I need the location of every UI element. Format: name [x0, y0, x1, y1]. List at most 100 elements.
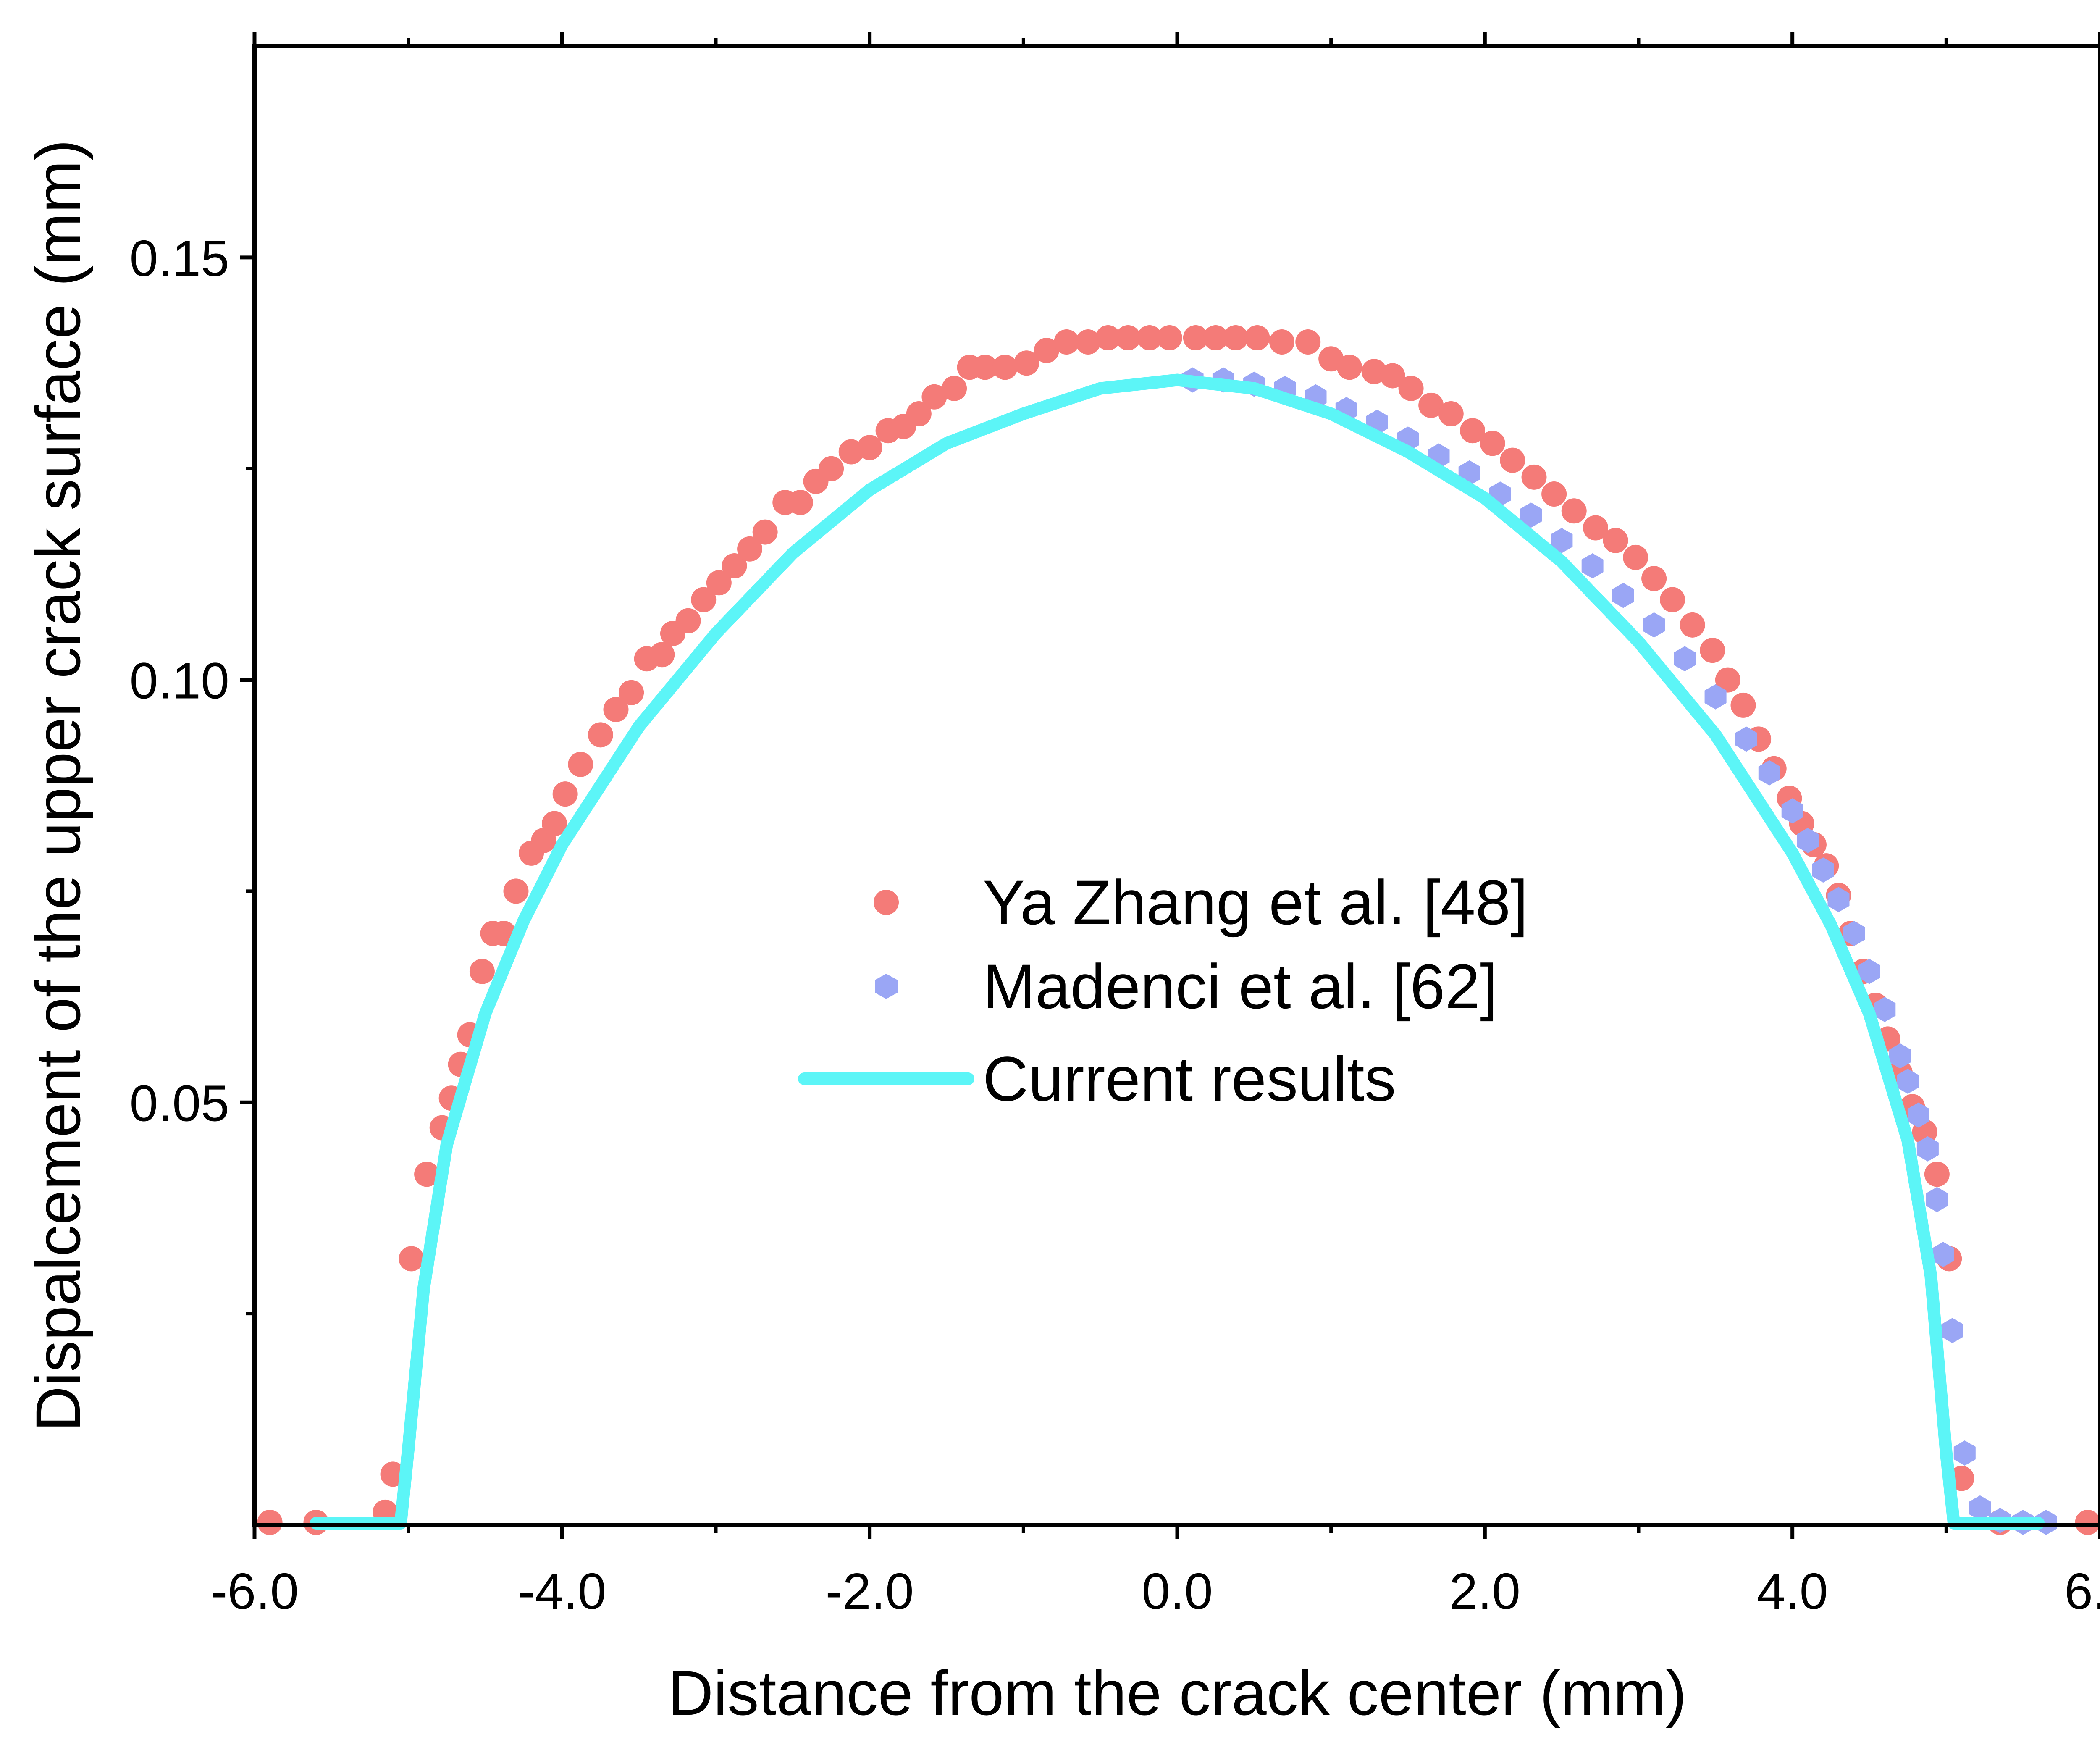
data-point-ya-zhang [1700, 638, 1725, 663]
data-point-madenci [1781, 798, 1803, 824]
data-point-madenci [1889, 1043, 1911, 1069]
y-axis-title: Dispalcement of the upper crack surface … [23, 139, 93, 1432]
data-point-ya-zhang [1244, 325, 1270, 350]
data-point-madenci [1932, 1242, 1954, 1267]
data-point-ya-zhang [1034, 338, 1059, 363]
data-point-madenci [1897, 1069, 1919, 1094]
data-point-ya-zhang [603, 696, 629, 722]
data-point-madenci [1874, 997, 1896, 1022]
data-point-madenci [1520, 502, 1542, 528]
data-point-madenci [1758, 760, 1780, 786]
legend: Ya Zhang et al. [48] Madenci et al. [62]… [798, 867, 1528, 1114]
data-point-ya-zhang [542, 811, 567, 836]
data-point-ya-zhang [1418, 392, 1444, 418]
data-point-ya-zhang [1295, 329, 1321, 355]
data-point-madenci [1581, 553, 1604, 578]
data-point-ya-zhang [568, 752, 593, 777]
data-point-ya-zhang [1500, 447, 1525, 473]
data-point-ya-zhang [1521, 464, 1547, 490]
data-point-madenci [1674, 646, 1696, 672]
legend-label-ya-zhang: Ya Zhang et al. [48] [983, 867, 1528, 938]
plot-area [255, 46, 2100, 1525]
data-point-ya-zhang [1480, 431, 1505, 456]
legend-marker-madenci [875, 974, 898, 999]
data-point-ya-zhang [1269, 329, 1294, 355]
data-point-madenci [1969, 1495, 1991, 1521]
data-point-ya-zhang [552, 781, 578, 807]
data-point-ya-zhang [706, 570, 732, 596]
data-point-madenci [1827, 887, 1850, 912]
data-point-ya-zhang [588, 722, 613, 748]
data-point-madenci [1843, 921, 1865, 946]
data-point-ya-zhang [619, 680, 644, 705]
data-point-madenci [1812, 857, 1834, 883]
data-point-ya-zhang [1715, 667, 1740, 693]
data-point-ya-zhang [1054, 329, 1079, 355]
x-tick-label: -2.0 [826, 1563, 914, 1620]
data-point-ya-zhang [1095, 325, 1121, 350]
data-point-ya-zhang [1223, 325, 1249, 350]
data-point-ya-zhang [921, 384, 947, 410]
data-point-madenci [1926, 1187, 1948, 1212]
data-point-ya-zhang [857, 435, 882, 460]
data-point-madenci [1551, 528, 1573, 553]
data-point-ya-zhang [649, 642, 675, 668]
data-point-ya-zhang [992, 355, 1018, 380]
x-tick-label: -4.0 [518, 1563, 606, 1620]
data-point-ya-zhang [2075, 1510, 2100, 1535]
data-point-ya-zhang [414, 1162, 440, 1187]
data-point-ya-zhang [1460, 418, 1486, 444]
data-point-madenci [1953, 1440, 1976, 1466]
data-point-madenci [1858, 959, 1880, 984]
x-tick-label: 2.0 [1449, 1563, 1521, 1620]
data-point-madenci [1643, 612, 1665, 638]
x-tick-label: 0.0 [1142, 1563, 1213, 1620]
data-point-ya-zhang [1603, 528, 1628, 553]
data-point-ya-zhang [1641, 566, 1667, 591]
legend-label-madenci: Madenci et al. [62] [983, 951, 1498, 1022]
x-tick-label: 6.0 [2064, 1563, 2100, 1620]
plot-background [255, 46, 2100, 1525]
data-point-ya-zhang [737, 536, 763, 562]
data-point-ya-zhang [1623, 544, 1648, 570]
data-point-ya-zhang [1438, 401, 1464, 426]
data-point-ya-zhang [1380, 363, 1405, 389]
data-point-ya-zhang [972, 355, 998, 380]
data-point-ya-zhang [1583, 515, 1608, 541]
data-point-ya-zhang [257, 1510, 283, 1535]
data-point-ya-zhang [503, 878, 529, 904]
x-tick-label: -6.0 [210, 1563, 299, 1620]
data-point-ya-zhang [1730, 692, 1756, 718]
data-point-ya-zhang [1183, 325, 1208, 350]
data-point-madenci [1612, 583, 1634, 608]
data-point-ya-zhang [1075, 329, 1101, 355]
data-point-ya-zhang [469, 959, 495, 984]
data-point-madenci [1941, 1318, 1964, 1343]
data-point-ya-zhang [675, 608, 701, 633]
data-point-ya-zhang [1924, 1162, 1950, 1187]
x-tick-label: 4.0 [1757, 1563, 1828, 1620]
data-point-madenci [1797, 828, 1819, 853]
data-point-ya-zhang [819, 456, 844, 481]
data-point-ya-zhang [1115, 325, 1141, 350]
data-point-ya-zhang [1660, 587, 1685, 612]
data-point-ya-zhang [1541, 481, 1567, 507]
x-axis-title: Distance from the crack center (mm) [668, 1658, 1687, 1728]
data-point-madenci [1704, 684, 1727, 710]
data-point-ya-zhang [1337, 355, 1362, 380]
data-point-ya-zhang [788, 490, 813, 515]
data-point-ya-zhang [906, 401, 932, 426]
data-point-ya-zhang [1398, 376, 1424, 401]
y-tick-label: 0.10 [130, 652, 229, 710]
data-point-ya-zhang [399, 1246, 424, 1272]
data-point-ya-zhang [722, 553, 747, 579]
data-point-madenci [1735, 726, 1757, 752]
data-point-madenci [1907, 1102, 1929, 1128]
series-line-current-results [310, 373, 2045, 1530]
legend-label-current: Current results [983, 1043, 1396, 1114]
data-point-ya-zhang [1137, 325, 1163, 350]
y-tick-label: 0.15 [130, 230, 229, 287]
series-layer [257, 325, 2100, 1535]
legend-marker-ya-zhang [874, 890, 899, 915]
